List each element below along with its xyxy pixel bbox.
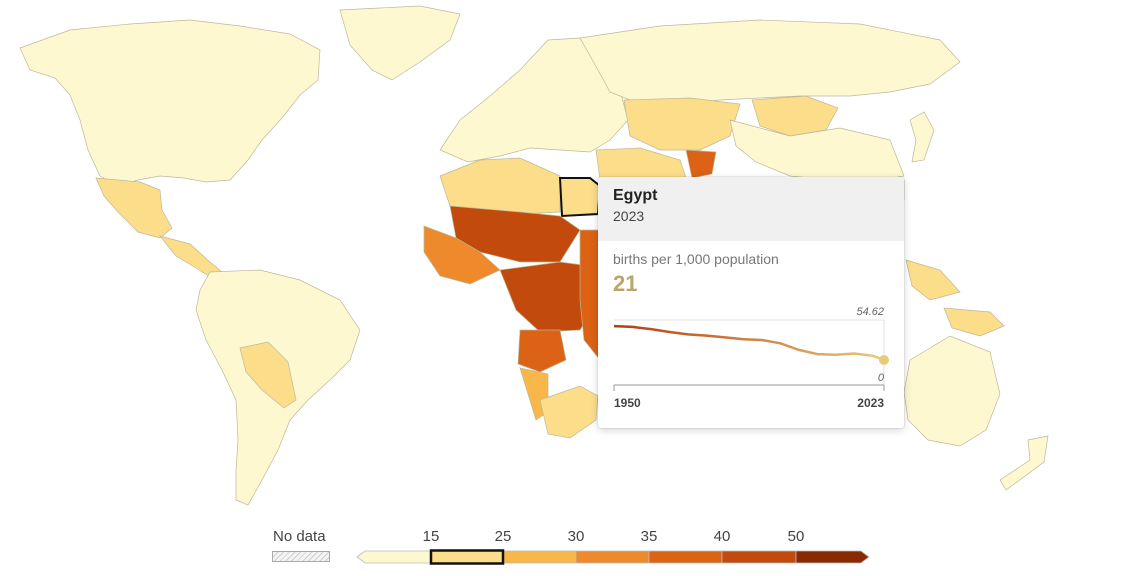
legend-tick-40: 40 bbox=[713, 528, 731, 545]
legend-bin-0[interactable] bbox=[356, 550, 432, 564]
legend-tick-15: 15 bbox=[422, 528, 440, 545]
region-east-africa[interactable] bbox=[579, 229, 601, 361]
legend-bin-2[interactable] bbox=[502, 550, 577, 564]
legend-bin-5[interactable] bbox=[721, 550, 797, 564]
region-angola[interactable] bbox=[517, 329, 567, 373]
region-central-asia[interactable] bbox=[623, 97, 741, 151]
region-europe[interactable] bbox=[439, 37, 629, 163]
sparkline-x-start-label: 1950 bbox=[614, 396, 641, 410]
tooltip-header: Egypt 2023 bbox=[598, 177, 904, 241]
sparkline-series bbox=[613, 324, 885, 362]
region-russia[interactable] bbox=[579, 19, 961, 105]
legend-bin-1[interactable] bbox=[430, 550, 504, 564]
region-west-africa[interactable] bbox=[423, 225, 501, 285]
region-north-america[interactable] bbox=[19, 19, 321, 187]
region-bolivia[interactable] bbox=[239, 341, 297, 409]
tooltip-country: Egypt bbox=[613, 187, 658, 204]
legend-no-data-label: No data bbox=[273, 528, 326, 545]
legend-bin-6[interactable] bbox=[795, 550, 870, 564]
tooltip-value: 21 bbox=[613, 271, 638, 296]
sparkline-x-end-label: 2023 bbox=[857, 396, 884, 410]
legend-tick-50: 50 bbox=[787, 528, 805, 545]
tooltip-metric-label: births per 1,000 population bbox=[613, 251, 779, 267]
region-png[interactable] bbox=[943, 307, 1005, 337]
tooltip-body: births per 1,000 population 21 bbox=[598, 241, 904, 297]
region-new-zealand[interactable] bbox=[999, 435, 1049, 491]
sparkline-ymax-label: 54.62 bbox=[856, 306, 884, 318]
legend-tick-35: 35 bbox=[640, 528, 658, 545]
region-north-africa[interactable] bbox=[439, 157, 561, 215]
world-map bbox=[19, 5, 1049, 506]
country-tooltip: Egypt 2023 births per 1,000 population 2… bbox=[598, 177, 904, 428]
legend-tick-25: 25 bbox=[494, 528, 512, 545]
legend-no-data-swatch[interactable] bbox=[272, 551, 330, 562]
legend-highlight-outline bbox=[429, 549, 505, 565]
region-afghanistan[interactable] bbox=[685, 149, 717, 179]
sparkline-ymin-label: 0 bbox=[878, 372, 885, 384]
tooltip-sparkline: 54.62 0 1950 2023 bbox=[613, 306, 889, 410]
region-egypt[interactable] bbox=[558, 177, 602, 218]
sparkline-end-point bbox=[879, 355, 889, 366]
legend-bin-4[interactable] bbox=[648, 550, 723, 564]
region-southern-africa[interactable] bbox=[539, 385, 599, 439]
region-southeast-asia[interactable] bbox=[905, 259, 961, 301]
tooltip-year: 2023 bbox=[613, 208, 645, 224]
region-mexico[interactable] bbox=[95, 177, 173, 239]
region-japan[interactable] bbox=[909, 111, 935, 163]
legend-color-scale bbox=[356, 549, 870, 565]
region-greenland[interactable] bbox=[339, 5, 461, 81]
legend-bin-3[interactable] bbox=[575, 550, 650, 564]
region-australia[interactable] bbox=[903, 335, 1001, 447]
legend-tick-30: 30 bbox=[567, 528, 585, 545]
